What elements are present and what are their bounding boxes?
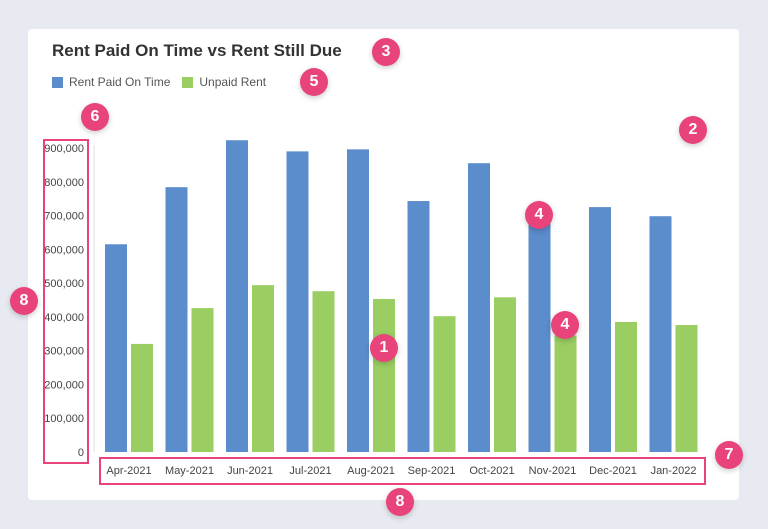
bar-paid[interactable]	[649, 216, 672, 452]
bar-unpaid[interactable]	[131, 343, 153, 452]
x-tick-label: Apr-2021	[106, 465, 151, 477]
legend-swatch-green	[182, 76, 194, 88]
y-tick-label: 800,000	[44, 177, 84, 189]
annotation-marker: 3	[372, 38, 400, 66]
legend-label: Rent Paid On Time	[69, 75, 171, 89]
x-tick-label: Jul-2021	[289, 465, 331, 477]
x-tick-label: Sep-2021	[408, 465, 456, 477]
bar-paid[interactable]	[468, 163, 490, 452]
y-axis-highlight-box	[43, 139, 89, 464]
bar-paid[interactable]	[286, 151, 309, 452]
x-tick-label: Nov-2021	[529, 465, 577, 477]
annotation-marker: 4	[551, 311, 579, 339]
bar-paid[interactable]	[226, 140, 248, 452]
legend-item-paid[interactable]: Rent Paid On Time	[52, 75, 170, 89]
annotation-marker: 2	[679, 116, 707, 144]
legend-label: Unpaid Rent	[199, 75, 267, 89]
chart-title: Rent Paid On Time vs Rent Still Due	[52, 41, 342, 60]
y-tick-label: 900,000	[44, 143, 84, 155]
annotation-marker: 4	[525, 201, 553, 229]
annotation-marker: 1	[370, 334, 398, 362]
y-tick-label: 100,000	[44, 413, 84, 425]
x-tick-label: Oct-2021	[469, 465, 514, 477]
bar-unpaid[interactable]	[373, 298, 395, 452]
bar-paid[interactable]	[528, 222, 551, 452]
bar-paid[interactable]	[589, 207, 611, 452]
annotation-marker: 8	[10, 287, 38, 315]
bar-paid[interactable]	[347, 149, 369, 452]
bar-unpaid[interactable]	[615, 321, 637, 452]
bar-paid[interactable]	[105, 244, 127, 452]
y-tick-label: 300,000	[44, 346, 84, 358]
y-tick-label: 600,000	[44, 244, 84, 256]
x-tick-label: May-2021	[165, 465, 214, 477]
bar-paid[interactable]	[165, 187, 188, 452]
y-tick-label: 0	[78, 447, 84, 459]
y-tick-label: 400,000	[44, 312, 84, 324]
annotation-marker: 8	[386, 488, 414, 516]
bar-unpaid[interactable]	[191, 308, 214, 452]
legend-swatch-blue	[52, 76, 63, 88]
y-tick-label: 500,000	[44, 278, 84, 290]
annotation-marker: 7	[715, 441, 743, 469]
x-tick-label: Jun-2021	[227, 465, 273, 477]
y-tick-label: 700,000	[44, 211, 84, 223]
bar-unpaid[interactable]	[433, 316, 456, 452]
bar-unpaid[interactable]	[554, 335, 577, 452]
bar-unpaid[interactable]	[675, 324, 698, 452]
bar-paid[interactable]	[407, 201, 430, 452]
x-tick-label: Jan-2022	[651, 465, 697, 477]
x-tick-label: Aug-2021	[347, 465, 395, 477]
legend-item-unpaid[interactable]: Unpaid Rent	[182, 75, 266, 89]
y-tick-label: 200,000	[44, 379, 84, 391]
x-axis-highlight-box	[99, 457, 706, 485]
bar-unpaid[interactable]	[494, 297, 516, 452]
bar-unpaid[interactable]	[312, 291, 335, 452]
annotation-marker: 5	[300, 68, 328, 96]
legend: Rent Paid On Time Unpaid Rent	[52, 75, 266, 89]
bar-unpaid[interactable]	[252, 285, 274, 452]
x-tick-label: Dec-2021	[589, 465, 637, 477]
annotation-marker: 6	[81, 103, 109, 131]
